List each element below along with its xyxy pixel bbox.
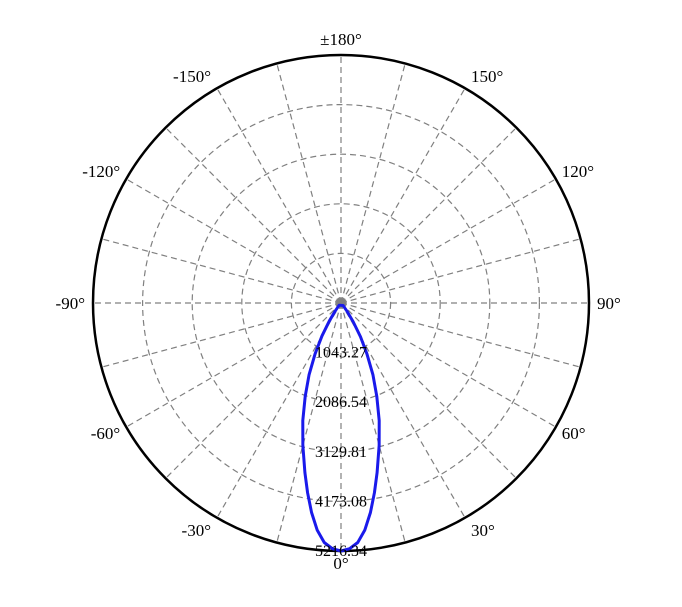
angle-label: -30° xyxy=(182,521,211,540)
radial-label: 5216.34 xyxy=(315,543,367,560)
angle-label: ±180° xyxy=(320,30,362,49)
angle-label: 30° xyxy=(471,521,495,540)
radial-label: 2086.54 xyxy=(315,394,367,411)
radial-label: 4173.08 xyxy=(315,493,367,510)
angle-label: -90° xyxy=(56,294,85,313)
angle-label: -150° xyxy=(173,67,211,86)
radial-label: 1043.27 xyxy=(315,345,367,362)
angle-label: 90° xyxy=(597,294,621,313)
polar-chart: 0°30°60°90°120°150°±180°-30°-60°-90°-120… xyxy=(0,0,682,607)
angle-label: 150° xyxy=(471,67,503,86)
polar-chart-container: 0°30°60°90°120°150°±180°-30°-60°-90°-120… xyxy=(0,0,682,607)
angle-label: -120° xyxy=(82,162,120,181)
angle-label: 120° xyxy=(562,162,594,181)
angle-label: -60° xyxy=(91,424,120,443)
angle-label: 60° xyxy=(562,424,586,443)
radial-label: 3129.81 xyxy=(315,444,367,461)
